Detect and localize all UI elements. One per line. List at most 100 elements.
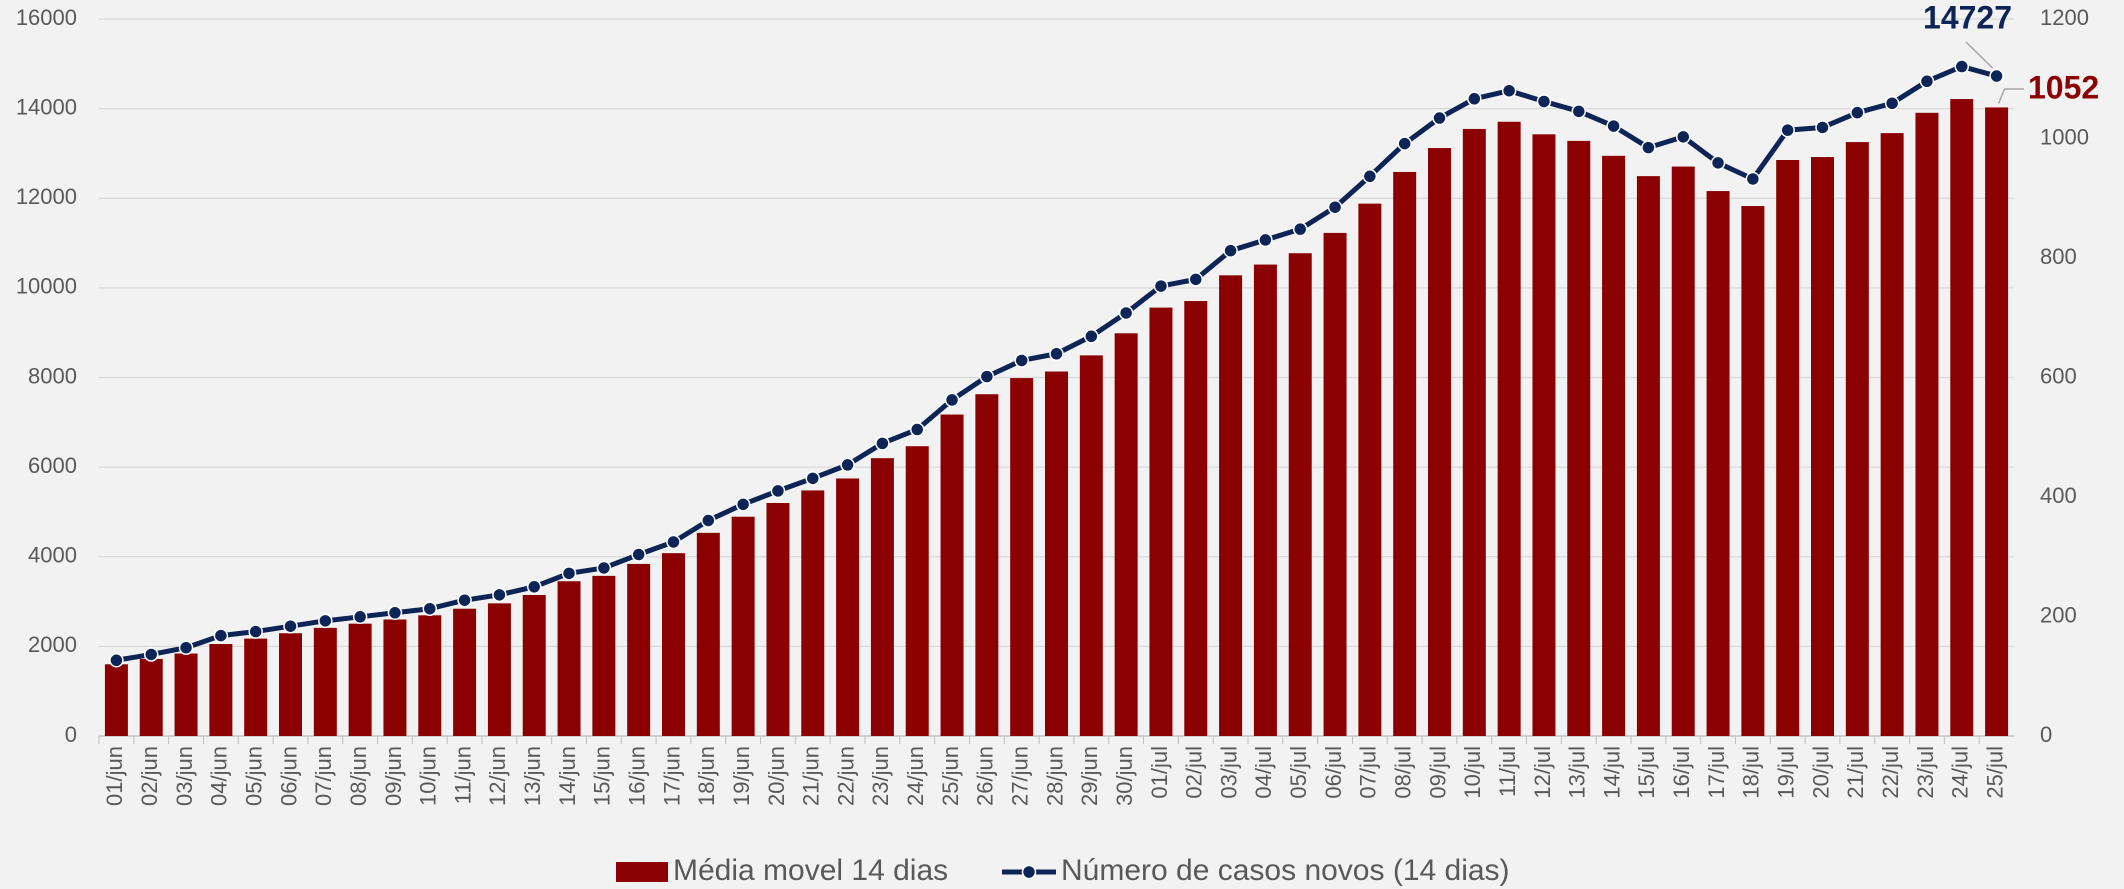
x-tick-label: 05/jul: [1286, 746, 1311, 799]
line-marker: [1118, 305, 1134, 321]
line-marker: [875, 436, 890, 451]
bar: [1741, 206, 1765, 736]
x-tick-label: 18/jun: [694, 746, 719, 806]
x-tick-label: 22/jun: [833, 746, 858, 806]
bar: [1045, 371, 1068, 736]
y-tick-label: 12000: [16, 184, 77, 209]
x-tick-label: 07/jun: [311, 746, 336, 806]
x-tick-label: 01/jun: [102, 746, 127, 806]
x-tick-label: 02/jul: [1182, 746, 1207, 799]
x-tick-label: 21/jul: [1843, 746, 1868, 799]
bar: [453, 608, 477, 736]
bar: [1811, 157, 1834, 736]
bar: [557, 581, 581, 736]
bar: [1845, 142, 1869, 736]
bar: [209, 643, 233, 736]
y2-tick-label: 200: [2040, 602, 2077, 627]
line-marker: [840, 457, 855, 473]
bar: [279, 633, 302, 736]
line-marker: [1049, 346, 1064, 361]
x-tick-label: 28/jun: [1042, 746, 1067, 806]
x-tick-label: 12/jun: [485, 746, 510, 806]
line-marker: [909, 422, 925, 437]
x-tick-label: 29/jun: [1077, 746, 1102, 806]
bar: [139, 658, 163, 736]
bar: [1428, 148, 1451, 736]
line-marker: [352, 609, 368, 625]
x-tick-label: 24/jul: [1948, 746, 1973, 799]
bar: [1636, 176, 1660, 736]
x-tick-label: 13/jun: [520, 746, 545, 806]
line-marker: [318, 613, 333, 629]
y2-tick-label: 0: [2040, 722, 2052, 747]
line-marker: [735, 497, 751, 512]
line-marker: [1327, 199, 1343, 215]
line-marker: [770, 483, 786, 499]
x-tick-label: 23/jun: [868, 746, 893, 806]
y2-tick-label: 600: [2040, 363, 2077, 388]
bar: [1462, 128, 1486, 736]
bar: [348, 623, 372, 736]
line-marker: [1954, 59, 1970, 74]
x-tick-label: 17/jul: [1704, 746, 1729, 799]
x-tick-label: 14/jul: [1599, 746, 1624, 799]
x-tick-label: 26/jun: [973, 746, 998, 806]
bar: [1219, 275, 1243, 736]
y-tick-label: 6000: [28, 453, 77, 478]
x-tick-label: 21/jun: [799, 746, 824, 806]
x-tick-label: 11/jun: [450, 746, 475, 804]
x-tick-label: 08/jul: [1390, 746, 1415, 799]
line-marker: [143, 647, 159, 662]
line-marker: [1606, 118, 1621, 134]
line-marker: [1258, 232, 1273, 248]
bar: [1184, 301, 1208, 736]
y2-tick-label: 400: [2040, 483, 2077, 508]
bar: [1079, 355, 1103, 736]
bar: [1985, 107, 2009, 737]
bar: [1323, 232, 1347, 736]
legend-label: Média movel 14 dias: [673, 854, 948, 887]
line-marker: [492, 587, 507, 603]
x-tick-label: 16/jun: [624, 746, 649, 806]
line-marker: [1501, 83, 1517, 98]
y-tick-label: 16000: [16, 5, 77, 30]
x-tick-label: 27/jun: [1007, 746, 1032, 806]
line-marker: [1745, 171, 1761, 187]
data-label: 1052: [2028, 69, 2099, 105]
line-marker: [248, 624, 263, 639]
x-tick-label: 23/jul: [1913, 746, 1938, 799]
bar: [487, 603, 511, 736]
bar: [1288, 253, 1312, 736]
line-marker: [701, 513, 716, 528]
bar: [870, 458, 894, 736]
y2-tick-label: 1000: [2040, 124, 2089, 149]
data-label: 14727: [1923, 0, 2012, 35]
bar: [1567, 140, 1591, 736]
legend-swatch: [1021, 864, 1037, 880]
bar: [592, 575, 616, 736]
x-tick-label: 24/jun: [903, 746, 928, 806]
x-tick-label: 10/jun: [416, 746, 441, 806]
line-marker: [1292, 221, 1308, 237]
line-marker: [1780, 122, 1795, 138]
legend-label: Número de casos novos (14 dias): [1061, 854, 1510, 887]
x-tick-label: 03/jun: [172, 746, 197, 806]
y-tick-label: 8000: [28, 363, 77, 388]
bar: [1671, 166, 1695, 736]
bar: [313, 627, 337, 736]
line-marker: [631, 547, 646, 562]
leader-line: [1965, 41, 1994, 69]
y-tick-label: 4000: [28, 543, 77, 568]
bar: [1149, 307, 1173, 736]
x-tick-label: 25/jul: [1982, 746, 2007, 799]
bar: [244, 638, 268, 736]
bar: [1358, 203, 1382, 736]
bar: [1393, 171, 1417, 736]
line-marker: [283, 618, 298, 634]
line-marker: [422, 601, 438, 616]
line-marker: [457, 592, 472, 608]
y-tick-label: 0: [65, 722, 77, 747]
x-tick-label: 07/jul: [1356, 746, 1381, 799]
line-marker: [596, 560, 612, 576]
line-marker: [387, 605, 403, 621]
